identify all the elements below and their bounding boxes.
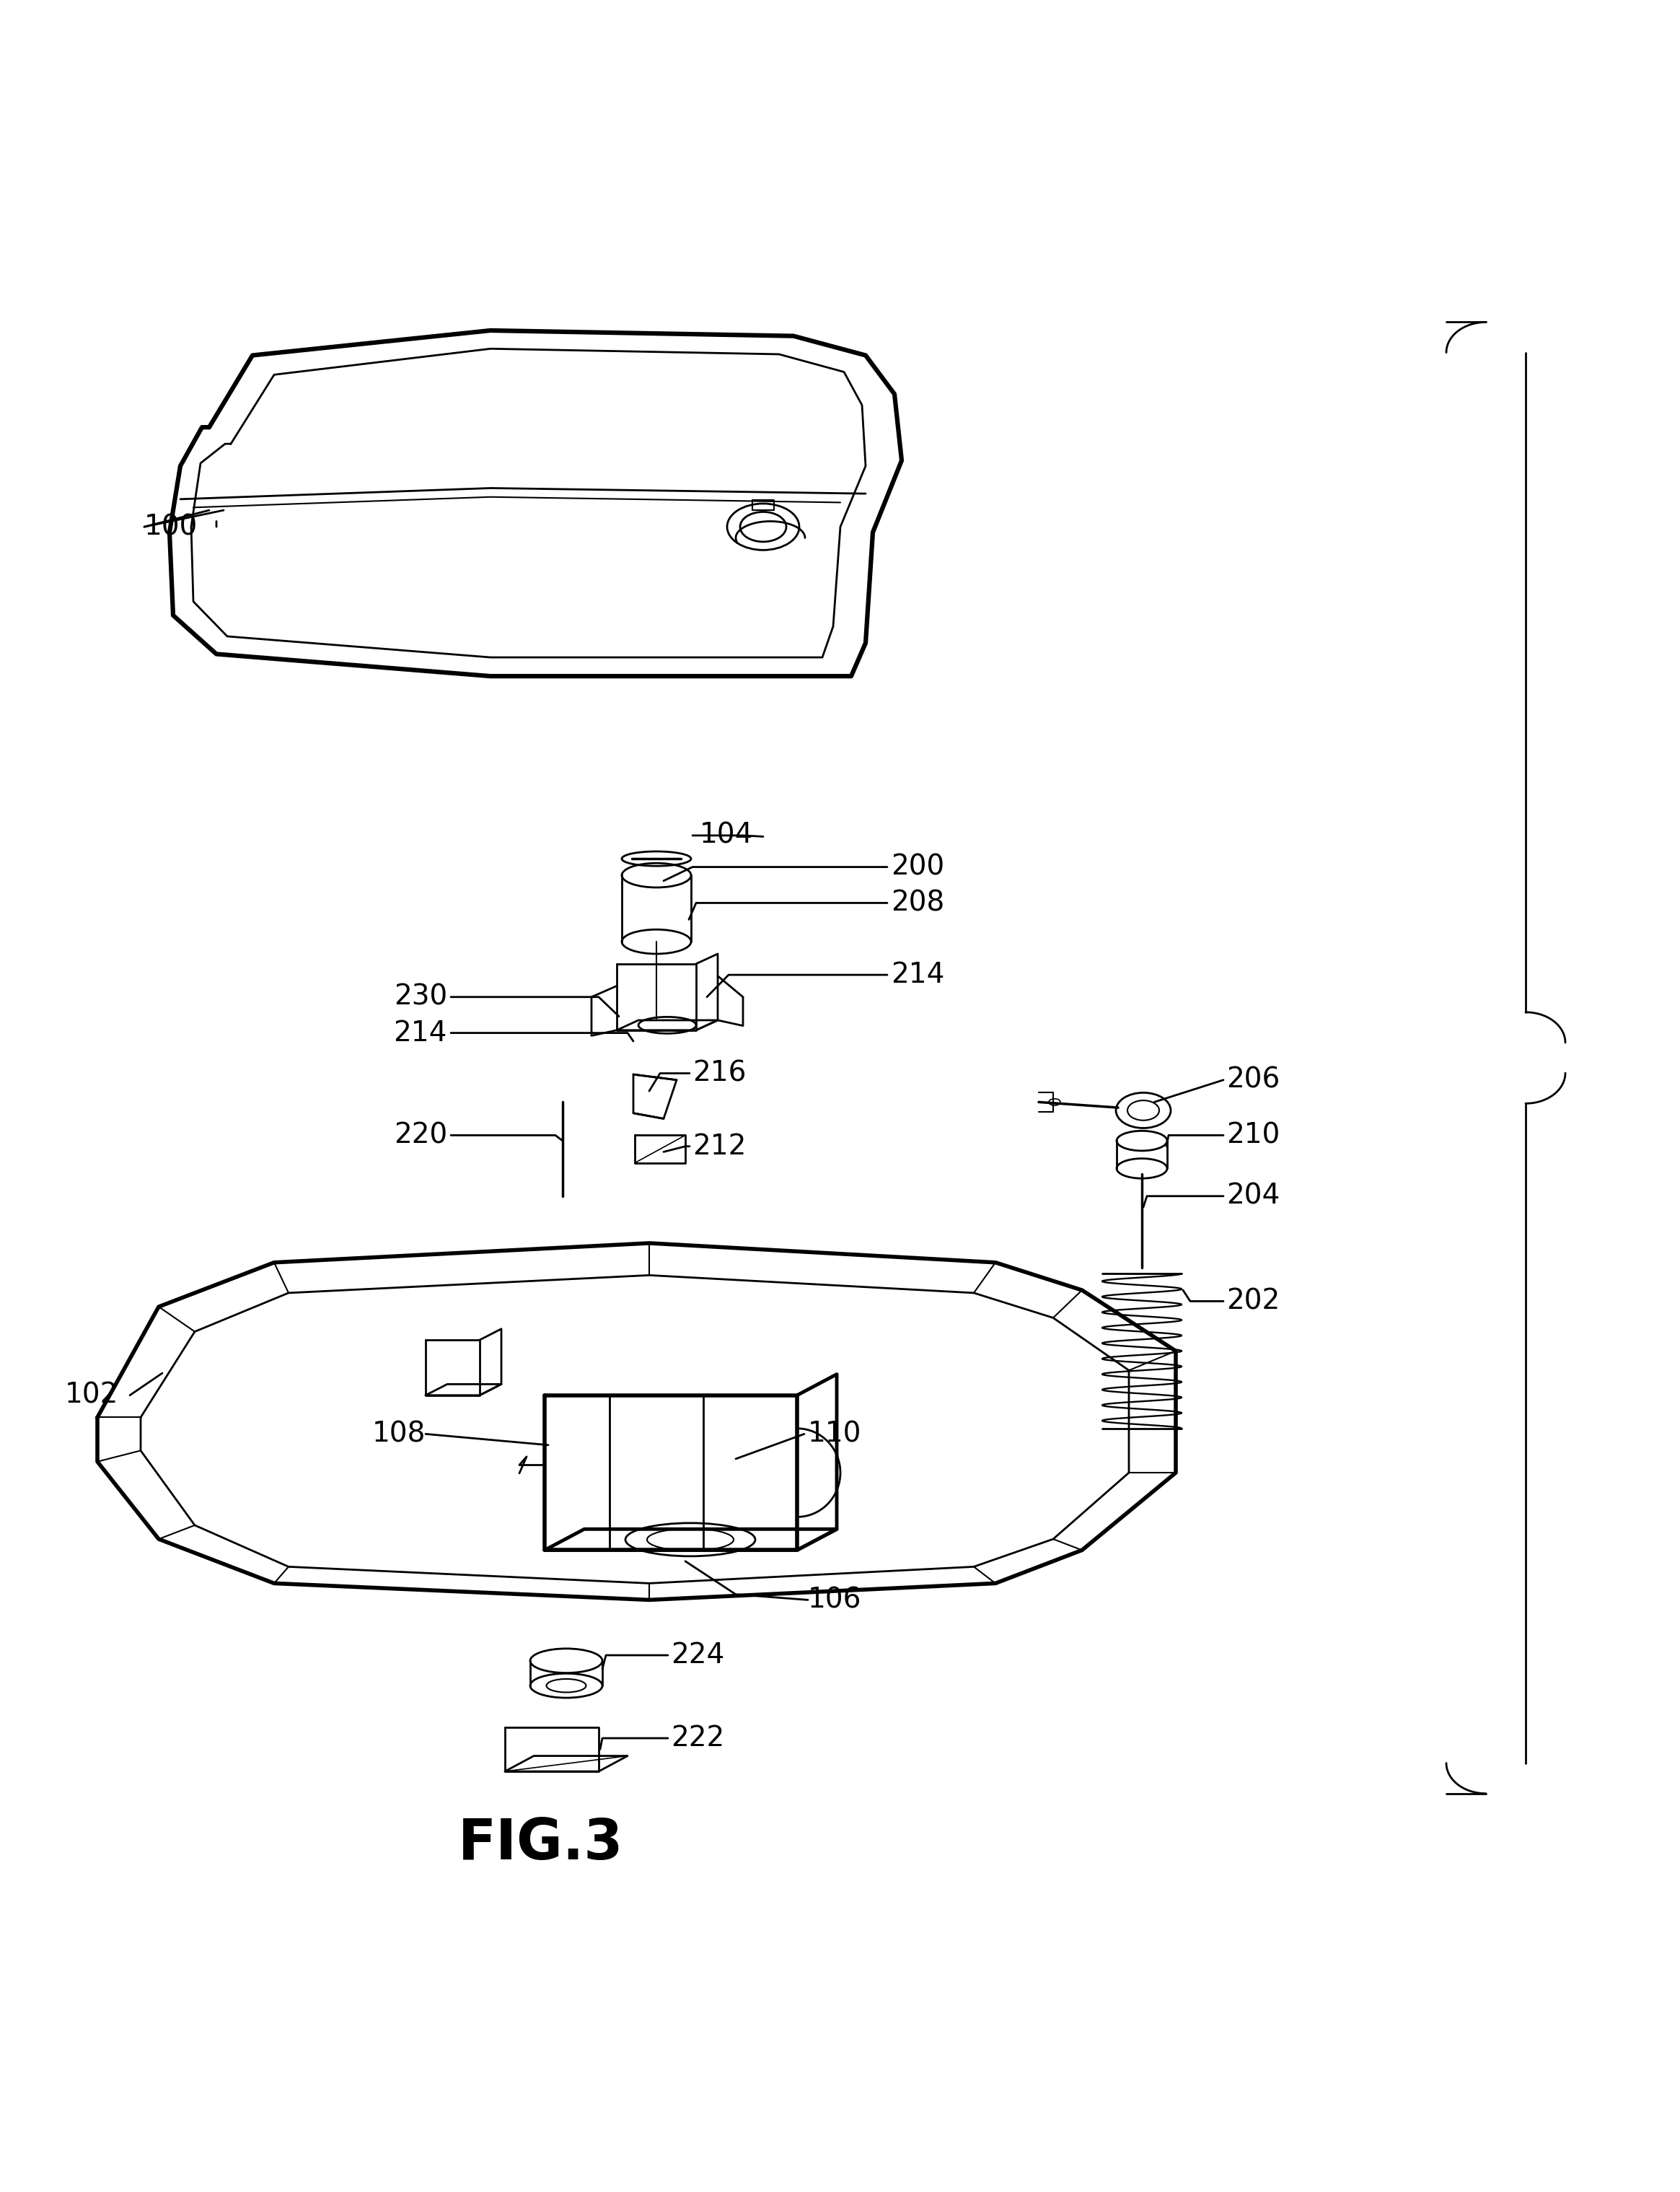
Text: 210: 210 bbox=[1226, 1122, 1280, 1149]
Text: 220: 220 bbox=[393, 1122, 447, 1149]
Text: 100: 100 bbox=[144, 513, 198, 541]
Text: 204: 204 bbox=[1226, 1181, 1280, 1210]
Text: 206: 206 bbox=[1226, 1065, 1280, 1094]
Text: 102: 102 bbox=[66, 1381, 119, 1409]
Text: 202: 202 bbox=[1226, 1287, 1280, 1315]
Text: 224: 224 bbox=[670, 1642, 724, 1668]
Text: 216: 216 bbox=[692, 1059, 746, 1087]
Text: 106: 106 bbox=[808, 1587, 862, 1613]
Text: 212: 212 bbox=[692, 1133, 746, 1160]
Text: 222: 222 bbox=[670, 1725, 724, 1751]
Text: 108: 108 bbox=[371, 1420, 425, 1447]
Text: 104: 104 bbox=[699, 822, 753, 848]
Text: 230: 230 bbox=[393, 984, 447, 1011]
Text: 214: 214 bbox=[393, 1019, 447, 1046]
Text: 214: 214 bbox=[890, 960, 944, 989]
Text: 200: 200 bbox=[890, 853, 944, 881]
Text: FIG.3: FIG.3 bbox=[459, 1815, 623, 1870]
Text: 208: 208 bbox=[890, 890, 944, 916]
Text: 110: 110 bbox=[808, 1420, 862, 1447]
